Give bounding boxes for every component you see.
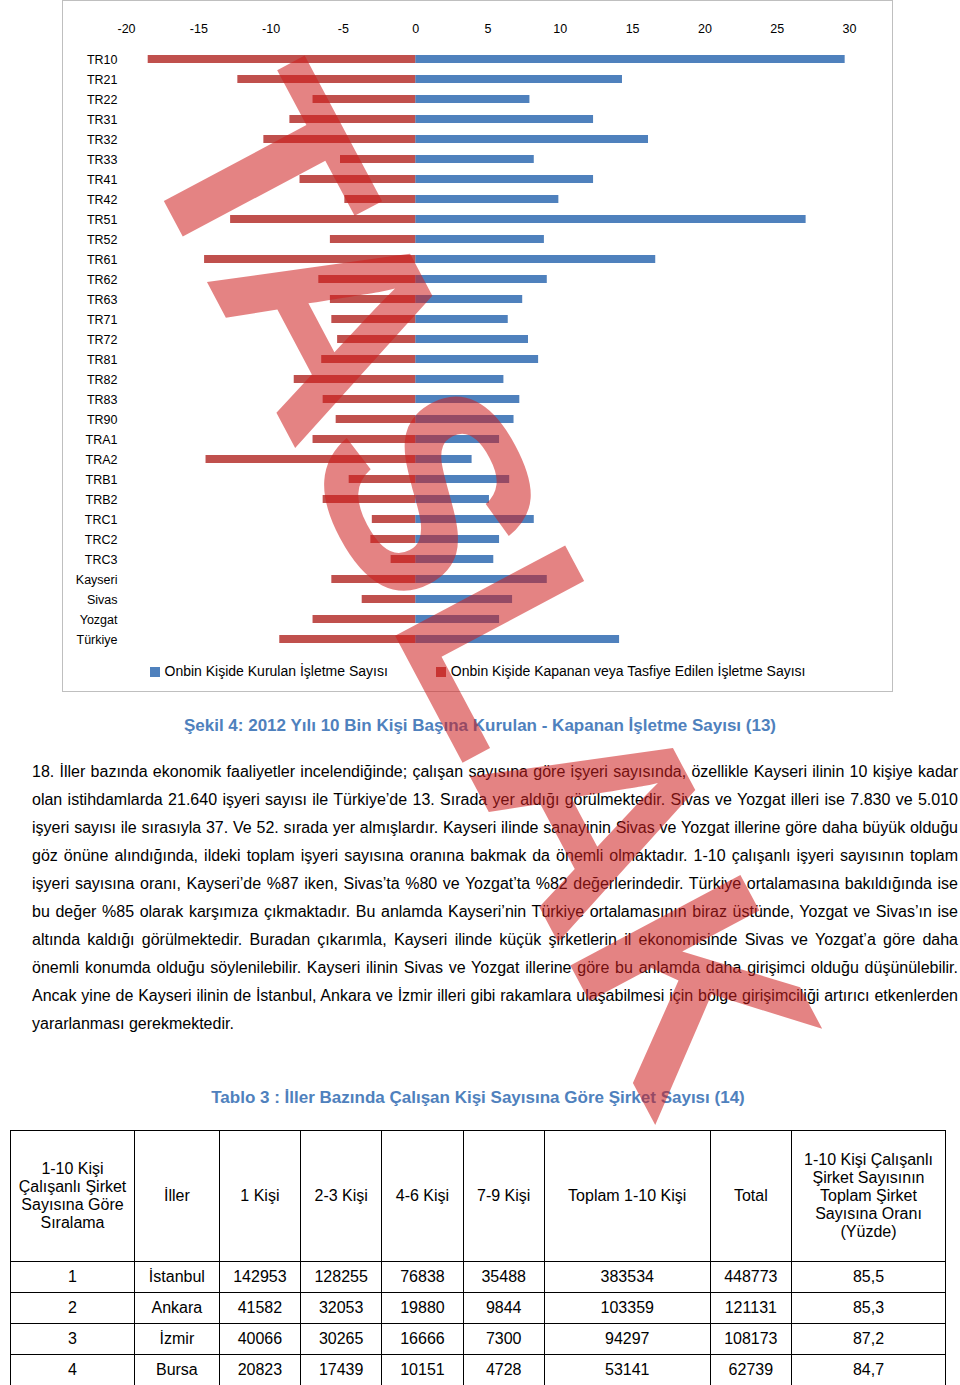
svg-text:TR52: TR52 <box>87 233 118 247</box>
svg-text:TR22: TR22 <box>87 93 118 107</box>
svg-text:TRC3: TRC3 <box>85 553 118 567</box>
svg-text:TR83: TR83 <box>87 393 118 407</box>
svg-text:TR31: TR31 <box>87 113 118 127</box>
svg-text:Sivas: Sivas <box>87 593 118 607</box>
svg-text:Türkiye: Türkiye <box>77 633 118 647</box>
svg-text:TR63: TR63 <box>87 293 118 307</box>
svg-text:TR90: TR90 <box>87 413 118 427</box>
svg-text:TR51: TR51 <box>87 213 118 227</box>
svg-text:TR71: TR71 <box>87 313 118 327</box>
svg-text:TR41: TR41 <box>87 173 118 187</box>
svg-text:-5: -5 <box>338 22 349 36</box>
svg-text:Kayseri: Kayseri <box>76 573 118 587</box>
svg-text:TR62: TR62 <box>87 273 118 287</box>
svg-text:TRC1: TRC1 <box>85 513 118 527</box>
svg-text:TR32: TR32 <box>87 133 118 147</box>
svg-text:TR33: TR33 <box>87 153 118 167</box>
svg-text:TR21: TR21 <box>87 73 118 87</box>
svg-text:15: 15 <box>626 22 640 36</box>
svg-text:TRA1: TRA1 <box>86 433 118 447</box>
svg-text:-20: -20 <box>117 22 135 36</box>
svg-text:TR72: TR72 <box>87 333 118 347</box>
svg-text:10: 10 <box>553 22 567 36</box>
svg-text:-10: -10 <box>262 22 280 36</box>
svg-text:TR82: TR82 <box>87 373 118 387</box>
svg-text:25: 25 <box>770 22 784 36</box>
svg-text:TR61: TR61 <box>87 253 118 267</box>
svg-text:5: 5 <box>485 22 492 36</box>
svg-text:TRA2: TRA2 <box>86 453 118 467</box>
svg-text:TR10: TR10 <box>87 53 118 67</box>
svg-text:TRB2: TRB2 <box>86 493 118 507</box>
svg-text:Yozgat: Yozgat <box>80 613 118 627</box>
svg-text:TR81: TR81 <box>87 353 118 367</box>
svg-text:0: 0 <box>412 22 419 36</box>
svg-text:20: 20 <box>698 22 712 36</box>
svg-text:TR42: TR42 <box>87 193 118 207</box>
svg-text:TRB1: TRB1 <box>86 473 118 487</box>
svg-text:30: 30 <box>843 22 857 36</box>
svg-text:TRC2: TRC2 <box>85 533 118 547</box>
svg-text:-15: -15 <box>190 22 208 36</box>
